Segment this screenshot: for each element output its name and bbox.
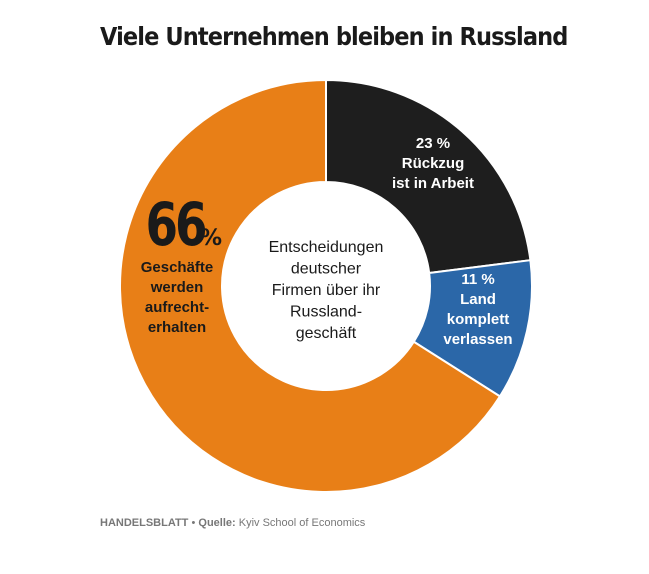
source-note: HANDELSBLATT • Quelle: Kyiv School of Ec… (100, 517, 365, 529)
slice-aufrechterhalten (119, 78, 502, 493)
slice-label-line: Geschäfte (141, 259, 214, 276)
slice-label-line: Land (460, 291, 496, 308)
slice-label-line: werden (150, 279, 204, 296)
center-label-line: Entscheidungen (269, 239, 384, 256)
slice-label-line: komplett (447, 311, 510, 328)
source-label: Quelle: (198, 517, 236, 529)
center-label-line: deutscher (291, 261, 362, 278)
slice-label-line: erhalten (148, 319, 206, 336)
source-separator: • (191, 517, 196, 529)
center-label-line: geschäft (296, 325, 357, 342)
slice-label-line: Rückzug (402, 155, 465, 172)
chart-title: Viele Unternehmen bleiben in Russland (100, 22, 568, 51)
big-percent-sign: % (200, 226, 222, 251)
source-text: Kyiv School of Economics (238, 517, 366, 529)
center-label-line: Firmen über ihr (272, 282, 381, 299)
slice-percent-label: 11 % (461, 271, 494, 288)
slice-rueckzug (325, 78, 532, 275)
big-percent-number: 66 (146, 189, 206, 259)
source-publisher: HANDELSBLATT (100, 517, 189, 529)
slice-label-line: ist in Arbeit (392, 175, 474, 192)
slice-percent-label: 23 % (416, 135, 450, 152)
slice-label-line: verlassen (443, 331, 512, 348)
center-label-line: Russland- (290, 304, 362, 321)
slice-label-line: aufrecht- (145, 299, 209, 316)
